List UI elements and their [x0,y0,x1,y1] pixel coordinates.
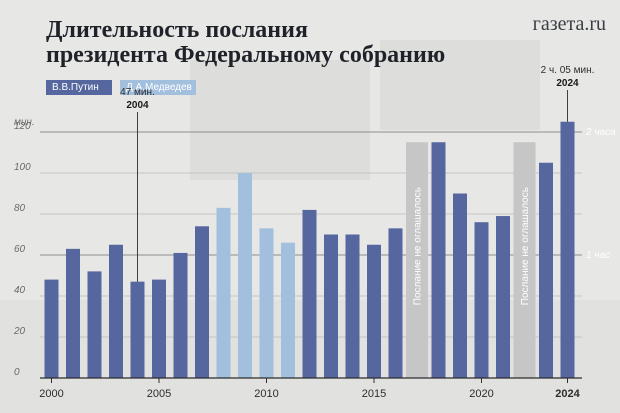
data-bar [345,234,360,378]
no-message-label: Послание не оглашалось [520,187,531,305]
x-tick-label: 2000 [39,388,63,400]
y-tick-label: 100 [14,162,31,173]
data-bar [109,244,123,378]
y-axis-unit: мин. [14,117,35,128]
legend-putin: В.В.Путин [46,80,112,95]
brand-logo: газета.ru [532,13,606,35]
data-bar [130,281,145,378]
no-message-label: Послание не оглашалось [413,187,424,305]
data-bar [324,234,338,378]
data-bar [44,279,59,378]
title-line-1: Длительность послания [46,17,308,43]
data-bar [539,162,553,378]
data-bar [66,248,80,378]
y-tick-label: 0 [14,367,20,378]
x-tick-label: 2015 [362,388,386,400]
data-bar [87,271,102,378]
x-tick-label: 2010 [254,388,278,400]
y-tick-label: 60 [14,244,26,255]
data-bar [195,226,209,378]
background-photo-shade [190,60,370,180]
data-bar [367,244,381,378]
data-bar [388,228,403,378]
y-tick-label: 20 [13,326,26,337]
background-photo-shade [380,40,540,130]
legend-medvedev: Д.А.Медведев [120,80,196,95]
data-bar [281,242,295,378]
annotation-year: 2004 [126,100,149,111]
x-tick-label: 2005 [147,388,171,400]
data-bar [216,207,231,378]
hour-reference-label: 1 час [586,250,610,261]
chart-title: Длительность послания президента Федерал… [46,18,516,68]
data-bar [431,142,446,378]
data-bar [152,279,166,378]
no-message-bar [513,142,536,378]
data-bar [453,193,467,378]
annotation-value: 47 мин. [120,87,155,98]
title-line-2: президента Федеральному собранию [46,42,446,68]
no-message-bar [406,142,428,378]
data-bar [259,228,274,378]
data-bar [173,252,188,378]
data-bar [238,173,252,378]
x-tick-label: 2020 [469,388,493,400]
annotation-year: 2024 [556,78,579,89]
y-tick-label: 80 [14,203,26,214]
data-bar [496,216,510,378]
data-bar [560,121,575,378]
y-tick-label: 120 [14,121,31,132]
x-tick-label: 2024 [555,388,580,400]
data-bar [302,209,317,378]
data-bar [474,222,489,378]
y-tick-label: 40 [14,285,26,296]
hour-reference-label: 2 часа [585,127,616,138]
annotation-value: 2 ч. 05 мин. [541,65,595,76]
